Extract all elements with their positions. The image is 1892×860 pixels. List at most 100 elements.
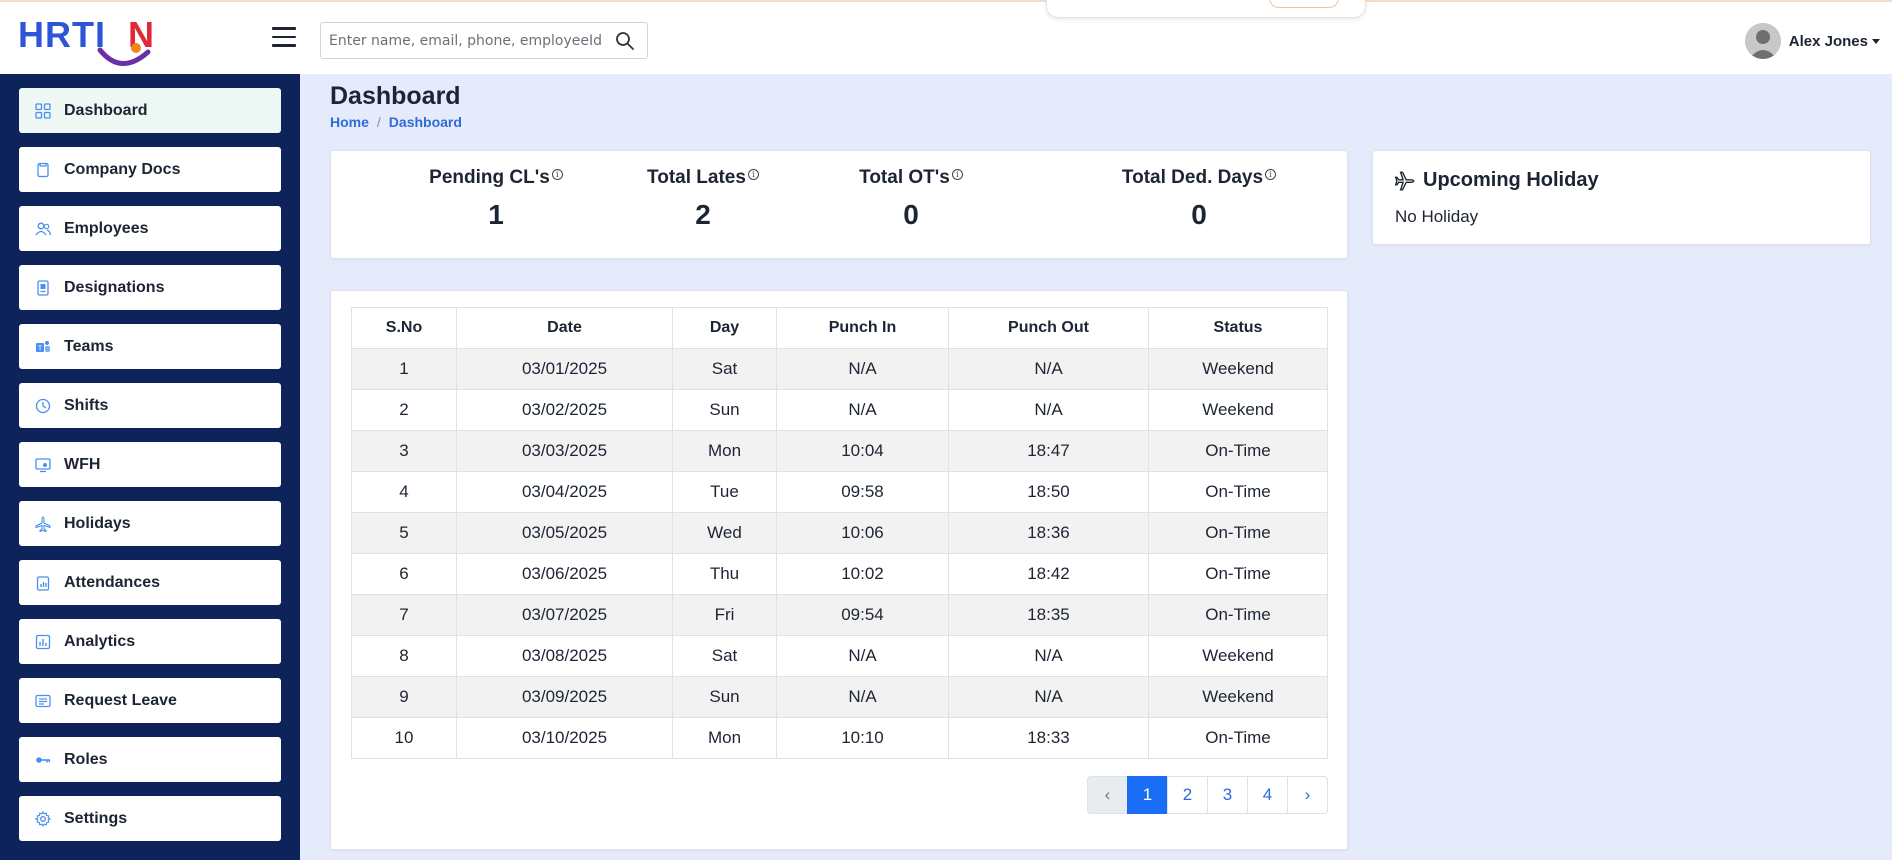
sidebar-item-label: Designations xyxy=(64,278,165,296)
sidebar-item-employees[interactable]: Employees xyxy=(19,206,281,251)
breadcrumb-separator: / xyxy=(376,114,381,130)
table-row: 6 03/06/2025 Thu 10:02 18:42 On-Time xyxy=(351,553,1328,595)
document-icon xyxy=(34,161,52,179)
cell-punch-in: N/A xyxy=(776,389,949,431)
cell-status: On-Time xyxy=(1148,717,1328,759)
column-header-day[interactable]: Day xyxy=(672,307,777,349)
attendance-table: S.No Date Day Punch In Punch Out Status … xyxy=(351,307,1328,759)
pagination-page-1[interactable]: 1 xyxy=(1127,776,1168,814)
stat-value: 0 xyxy=(1191,199,1207,230)
sidebar-item-label: Dashboard xyxy=(64,101,148,119)
info-icon[interactable]: i xyxy=(1265,169,1277,180)
cell-sno: 5 xyxy=(351,512,457,554)
user-name: Alex Jones xyxy=(1788,32,1868,50)
breadcrumb-current[interactable]: Dashboard xyxy=(388,114,462,130)
cell-punch-in: N/A xyxy=(776,635,949,677)
cell-day: Sat xyxy=(672,348,777,390)
sidebar-item-shifts[interactable]: Shifts xyxy=(19,383,281,428)
sidebar-item-label: Company Docs xyxy=(64,160,181,178)
holiday-card-header: Upcoming Holiday xyxy=(1395,169,1599,192)
cell-punch-out: N/A xyxy=(948,389,1149,431)
sidebar-item-attendances[interactable]: Attendances xyxy=(19,560,281,605)
logo-wordmark: HRTI N xyxy=(18,14,155,56)
logo-smile-icon xyxy=(97,43,151,66)
pagination-prev-button[interactable]: ‹ xyxy=(1087,776,1128,814)
hrtion-logo[interactable]: HRTI N xyxy=(18,12,170,66)
svg-text:T: T xyxy=(37,344,43,352)
cell-status: Weekend xyxy=(1148,389,1328,431)
cell-punch-in: 09:54 xyxy=(776,594,949,636)
cell-punch-out: N/A xyxy=(948,635,1149,677)
cell-punch-out: N/A xyxy=(948,676,1149,718)
grid-icon xyxy=(34,102,52,120)
sidebar-item-designations[interactable]: Designations xyxy=(19,265,281,310)
table-row: 9 03/09/2025 Sun N/A N/A Weekend xyxy=(351,676,1328,718)
cell-sno: 6 xyxy=(351,553,457,595)
stat-total-ots: Total OT's i 0 xyxy=(831,167,991,231)
cell-sno: 2 xyxy=(351,389,457,431)
notification-popup-edge xyxy=(1046,0,1366,18)
sidebar-item-label: Teams xyxy=(64,337,114,355)
sidebar-item-analytics[interactable]: Analytics xyxy=(19,619,281,664)
breadcrumb-home-link[interactable]: Home xyxy=(330,114,369,130)
sidebar-item-dashboard[interactable]: Dashboard xyxy=(19,88,281,133)
pagination: ‹ 1 2 3 4 › xyxy=(1087,776,1328,814)
info-icon[interactable]: i xyxy=(951,169,963,180)
column-header-punch-out[interactable]: Punch Out xyxy=(948,307,1149,349)
key-icon xyxy=(34,751,52,769)
search-input[interactable] xyxy=(329,29,609,53)
avatar xyxy=(1744,23,1781,59)
sidebar-item-settings[interactable]: Settings xyxy=(19,796,281,841)
user-menu[interactable]: Alex Jones xyxy=(1744,22,1880,60)
info-icon[interactable]: i xyxy=(551,169,563,180)
table-row: 4 03/04/2025 Tue 09:58 18:50 On-Time xyxy=(351,471,1328,513)
sidebar-item-wfh[interactable]: WFH xyxy=(19,442,281,487)
search-icon[interactable] xyxy=(615,31,635,51)
holiday-card-title: Upcoming Holiday xyxy=(1423,169,1599,191)
stat-pending-cls: Pending CL's i 1 xyxy=(407,167,585,231)
stats-card: Pending CL's i 1 Total Lates i 2 Total OT'… xyxy=(330,150,1348,259)
cell-date: 03/02/2025 xyxy=(456,389,673,431)
stat-value: 1 xyxy=(488,199,504,230)
sidebar-item-label: Employees xyxy=(64,219,149,237)
pagination-page-4[interactable]: 4 xyxy=(1247,776,1288,814)
column-header-punch-in[interactable]: Punch In xyxy=(776,307,949,349)
table-row: 2 03/02/2025 Sun N/A N/A Weekend xyxy=(351,389,1328,431)
cell-sno: 7 xyxy=(351,594,457,636)
cell-day: Wed xyxy=(672,512,777,554)
plane-icon xyxy=(34,515,52,533)
pagination-page-3[interactable]: 3 xyxy=(1207,776,1248,814)
cell-sno: 4 xyxy=(351,471,457,513)
sidebar-item-holidays[interactable]: Holidays xyxy=(19,501,281,546)
cell-day: Mon xyxy=(672,717,777,759)
sidebar-item-label: WFH xyxy=(64,455,101,473)
cell-day: Sat xyxy=(672,635,777,677)
sidebar-item-company-docs[interactable]: Company Docs xyxy=(19,147,281,192)
column-header-status[interactable]: Status xyxy=(1148,307,1328,349)
info-icon[interactable]: i xyxy=(747,169,759,180)
sidebar-item-roles[interactable]: Roles xyxy=(19,737,281,782)
chevron-down-icon xyxy=(1872,38,1880,44)
users-icon xyxy=(34,220,52,238)
pagination-page-2[interactable]: 2 xyxy=(1167,776,1208,814)
cell-date: 03/04/2025 xyxy=(456,471,673,513)
pagination-next-button[interactable]: › xyxy=(1287,776,1328,814)
table-row: 5 03/05/2025 Wed 10:06 18:36 On-Time xyxy=(351,512,1328,554)
monitor-icon xyxy=(34,456,52,474)
column-header-date[interactable]: Date xyxy=(456,307,673,349)
cell-sno: 8 xyxy=(351,635,457,677)
cell-status: On-Time xyxy=(1148,430,1328,472)
stat-label: Pending CL's xyxy=(429,167,550,188)
sidebar-item-label: Holidays xyxy=(64,514,131,532)
menu-toggle-icon[interactable] xyxy=(272,27,296,49)
cell-date: 03/06/2025 xyxy=(456,553,673,595)
sidebar-item-request-leave[interactable]: Request Leave xyxy=(19,678,281,723)
cell-day: Sun xyxy=(672,389,777,431)
stat-value: 0 xyxy=(903,199,919,230)
breadcrumb: Home / Dashboard xyxy=(330,114,462,130)
cell-punch-out: N/A xyxy=(948,348,1149,390)
cell-day: Sun xyxy=(672,676,777,718)
column-header-sno[interactable]: S.No xyxy=(351,307,457,349)
cell-status: On-Time xyxy=(1148,471,1328,513)
sidebar-item-teams[interactable]: T Teams xyxy=(19,324,281,369)
